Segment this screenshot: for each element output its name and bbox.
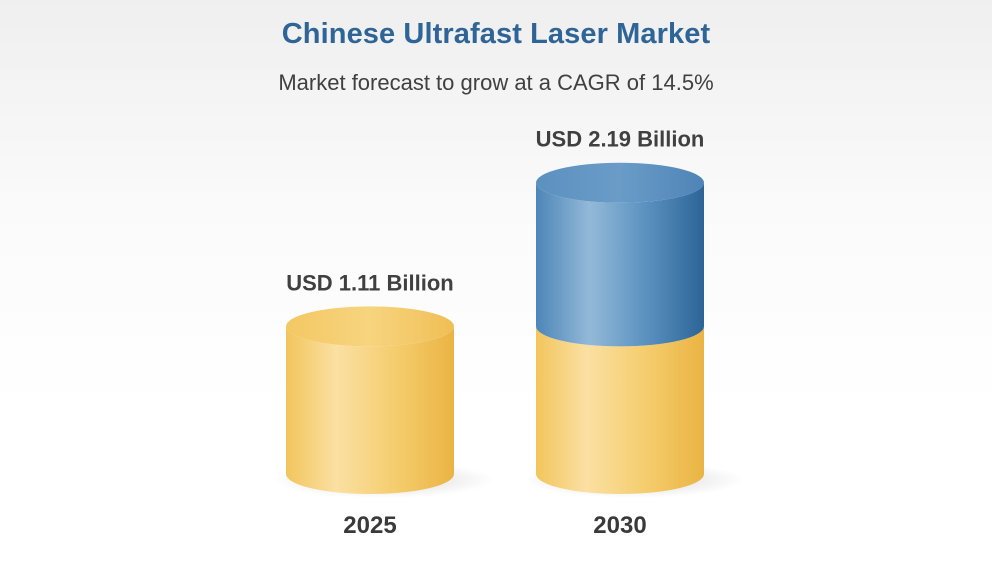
chart-title: Chinese Ultrafast Laser Market: [281, 18, 711, 50]
value-label-2030: USD 2.19 Billion: [536, 127, 705, 152]
labels-layer: USD 1.11 Billion 2025 USD 2.19 Billion 2030: [286, 127, 704, 539]
chart-subtitle: Market forecast to grow at a CAGR of 14.…: [278, 70, 714, 95]
bars-layer: [274, 162, 744, 498]
bar-growth-segment-2030: [536, 182, 704, 347]
category-label-2030: 2030: [593, 512, 646, 539]
category-label-2025: 2025: [343, 512, 396, 539]
bar-2025: [286, 326, 454, 494]
value-label-2025: USD 1.11 Billion: [286, 270, 454, 295]
bar-top-2025: [286, 306, 454, 347]
bar-base-segment-2030: [536, 326, 704, 494]
bar-top-2030: [536, 162, 704, 203]
